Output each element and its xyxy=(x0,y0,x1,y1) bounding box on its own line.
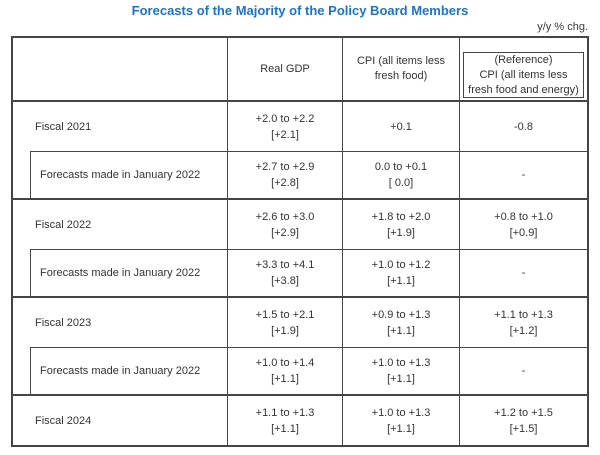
reference-value-line: [+0.9] xyxy=(509,226,538,239)
reference-header-box: (Reference) CPI (all items less fresh fo… xyxy=(463,52,584,98)
reference-value-cell: +1.1 to +1.3 [+1.2] xyxy=(460,298,587,347)
reference-value-cell: - xyxy=(460,151,587,200)
cpi-value-cell: +1.0 to +1.3 [+1.1] xyxy=(343,396,460,445)
header-reference-line2: CPI (all items less xyxy=(479,68,568,81)
gdp-value-line: [+3.8] xyxy=(271,275,299,287)
gdp-value-cell: +1.5 to +2.1 [+1.9] xyxy=(228,298,343,347)
header-cpi-line2: fresh food) xyxy=(374,70,428,82)
reference-value-cell: - xyxy=(460,347,587,396)
gdp-value-line: +1.5 to +2.1 xyxy=(255,308,315,321)
unit-label: y/y % chg. xyxy=(537,21,588,33)
row-label: Forecasts made in January 2022 xyxy=(40,365,201,377)
cpi-value-line: +1.0 to +1.2 xyxy=(371,259,431,271)
cpi-value-line: [+1.1] xyxy=(387,422,415,435)
cpi-value-line: +0.1 xyxy=(390,120,412,133)
row-label-cell: Fiscal 2024 xyxy=(13,396,228,445)
gdp-value-line: [+2.8] xyxy=(271,177,299,189)
gdp-value-line: [+1.1] xyxy=(271,373,299,385)
row-label: Fiscal 2021 xyxy=(35,120,92,133)
header-real-gdp-label: Real GDP xyxy=(260,62,310,75)
gdp-value-line: +3.3 to +4.1 xyxy=(255,259,315,271)
gdp-value-line: [+2.9] xyxy=(271,226,299,239)
cpi-value-line: [+1.1] xyxy=(387,275,415,287)
header-real-gdp: Real GDP xyxy=(228,38,343,102)
header-reference-line1: (Reference) xyxy=(494,53,553,66)
forecast-inset-box: Forecasts made in January 2022 xyxy=(30,249,227,296)
forecast-table: Real GDP CPI (all items less fresh food)… xyxy=(11,36,589,447)
cpi-value-line: +1.8 to +2.0 xyxy=(371,210,431,223)
cpi-value-line: +0.9 to +1.3 xyxy=(371,308,431,321)
gdp-value-line: [+1.1] xyxy=(271,422,299,435)
reference-value-cell: - xyxy=(460,249,587,298)
cpi-value-cell: +1.8 to +2.0 [+1.9] xyxy=(343,200,460,249)
row-label: Fiscal 2024 xyxy=(35,414,92,427)
gdp-value-cell: +2.0 to +2.2 [+2.1] xyxy=(228,102,343,151)
reference-value-line: +1.1 to +1.3 xyxy=(494,308,553,321)
reference-value-line: - xyxy=(521,365,526,377)
cpi-value-line: [+1.1] xyxy=(387,373,415,385)
header-reference-line3: fresh food and energy) xyxy=(468,83,579,96)
gdp-value-cell: +1.0 to +1.4 [+1.1] xyxy=(228,347,343,396)
cpi-value-line: [+1.1] xyxy=(387,324,415,337)
cpi-value-cell: +1.0 to +1.2 [+1.1] xyxy=(343,249,460,298)
reference-value-line: [+1.2] xyxy=(509,324,538,337)
row-label-cell: Forecasts made in January 2022 xyxy=(13,249,228,298)
reference-value-line: [+1.5] xyxy=(509,422,538,435)
reference-value-cell: -0.8 xyxy=(460,102,587,151)
reference-value-cell: +1.2 to +1.5 [+1.5] xyxy=(460,396,587,445)
cpi-value-line: [+1.9] xyxy=(387,226,415,239)
gdp-value-cell: +1.1 to +1.3 [+1.1] xyxy=(228,396,343,445)
cpi-value-cell: 0.0 to +0.1 [ 0.0] xyxy=(343,151,460,200)
header-reference-cell: (Reference) CPI (all items less fresh fo… xyxy=(460,38,587,102)
gdp-value-line: +2.7 to +2.9 xyxy=(255,161,315,173)
cpi-value-line: +1.0 to +1.3 xyxy=(371,406,431,419)
row-label: Forecasts made in January 2022 xyxy=(40,169,201,181)
gdp-value-line: +1.1 to +1.3 xyxy=(255,406,315,419)
header-cpi-line1: CPI (all items less xyxy=(356,55,446,67)
reference-value-cell: +0.8 to +1.0 [+0.9] xyxy=(460,200,587,249)
gdp-value-line: +1.0 to +1.4 xyxy=(255,357,315,369)
gdp-value-line: +2.0 to +2.2 xyxy=(255,112,315,125)
reference-value-line: - xyxy=(521,169,526,181)
gdp-value-line: [+1.9] xyxy=(271,324,299,337)
reference-value-line: +0.8 to +1.0 xyxy=(494,210,553,223)
cpi-value-cell: +0.9 to +1.3 [+1.1] xyxy=(343,298,460,347)
row-label-cell: Forecasts made in January 2022 xyxy=(13,151,228,200)
cpi-value-cell: +1.0 to +1.3 [+1.1] xyxy=(343,347,460,396)
forecast-inset-box: Forecasts made in January 2022 xyxy=(30,347,227,394)
cpi-value-line: 0.0 to +0.1 xyxy=(374,161,428,173)
reference-value-line: -0.8 xyxy=(514,120,533,133)
row-label-cell: Forecasts made in January 2022 xyxy=(13,347,228,396)
reference-value-line: - xyxy=(521,267,526,279)
row-label-cell: Fiscal 2022 xyxy=(13,200,228,249)
row-label: Fiscal 2022 xyxy=(35,218,92,231)
reference-value-line: +1.2 to +1.5 xyxy=(494,406,553,419)
gdp-value-cell: +2.6 to +3.0 [+2.9] xyxy=(228,200,343,249)
header-cpi: CPI (all items less fresh food) xyxy=(343,38,460,102)
gdp-value-line: [+2.1] xyxy=(271,128,299,141)
gdp-value-line: +2.6 to +3.0 xyxy=(255,210,315,223)
gdp-value-cell: +3.3 to +4.1 [+3.8] xyxy=(228,249,343,298)
row-label: Fiscal 2023 xyxy=(35,316,92,329)
gdp-value-cell: +2.7 to +2.9 [+2.8] xyxy=(228,151,343,200)
row-label-cell: Fiscal 2023 xyxy=(13,298,228,347)
cpi-value-cell: +0.1 xyxy=(343,102,460,151)
row-label-cell: Fiscal 2021 xyxy=(13,102,228,151)
row-label: Forecasts made in January 2022 xyxy=(40,267,201,279)
cpi-value-line: +1.0 to +1.3 xyxy=(371,357,431,369)
forecast-inset-box: Forecasts made in January 2022 xyxy=(30,151,227,198)
cpi-value-line: [ 0.0] xyxy=(388,177,414,189)
page-title: Forecasts of the Majority of the Policy … xyxy=(131,3,469,18)
header-empty-cell xyxy=(13,38,228,102)
